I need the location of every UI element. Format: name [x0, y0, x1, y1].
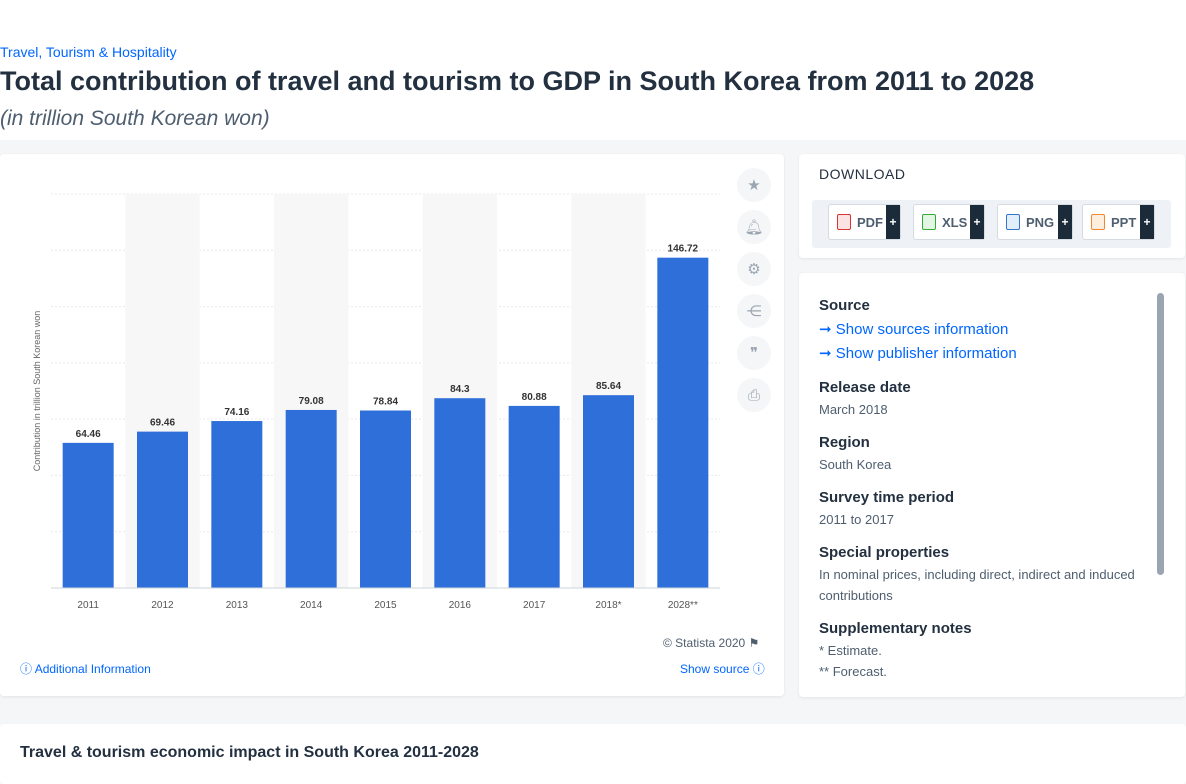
x-tick-label: 2011 — [77, 600, 99, 611]
bar — [583, 395, 634, 588]
xls-icon — [922, 214, 936, 230]
region-value: South Korea — [819, 457, 892, 472]
share-icon[interactable]: ⋲ — [737, 294, 771, 328]
download-label: PPT — [1111, 214, 1137, 230]
bar — [657, 257, 709, 588]
plus-icon: + — [970, 205, 984, 239]
breadcrumb[interactable]: Travel, Tourism & Hospitality — [0, 44, 177, 60]
y-axis-label: Contribution in trillion South Korean wo… — [32, 311, 42, 472]
bar — [137, 431, 188, 588]
data-label: 74.16 — [224, 407, 249, 418]
print-icon[interactable]: ⎙ — [737, 378, 771, 412]
x-tick-label: 2012 — [151, 600, 174, 611]
ppt-icon — [1091, 214, 1105, 230]
special-properties-label: Special properties — [819, 544, 950, 561]
plus-icon: + — [886, 205, 900, 239]
download-card: DOWNLOAD PDF + XLS + PNG + PPT + — [799, 154, 1185, 258]
bar — [62, 442, 114, 588]
supplementary-note-1: * Estimate. — [819, 643, 882, 658]
x-tick-label: 2016 — [449, 600, 472, 611]
download-label: XLS — [942, 214, 968, 230]
chart-card: 64.46 2011 69.46 2012 74.16 2013 79.08 2014 78.8… — [0, 154, 784, 696]
download-bar: PDF + XLS + PNG + PPT + — [812, 200, 1171, 248]
star-icon[interactable]: ★ — [737, 168, 771, 202]
related-title[interactable]: Travel & tourism economic impact in Sout… — [20, 744, 479, 761]
bar — [508, 405, 560, 588]
download-title: DOWNLOAD — [819, 166, 906, 182]
related-card: Travel & tourism economic impact in Sout… — [0, 724, 1186, 784]
show-publisher-link[interactable]: ➞ Show publisher information — [819, 345, 1017, 362]
special-properties-value: In nominal prices, including direct, ind… — [819, 567, 1135, 603]
bar — [285, 409, 337, 588]
download-label: PDF — [857, 214, 883, 230]
download-pdf-button[interactable]: PDF + — [828, 204, 901, 240]
additional-info-link[interactable]: ⓘ Additional Information — [20, 662, 151, 676]
x-tick-label: 2013 — [226, 600, 249, 611]
x-tick-label: 2018* — [595, 600, 621, 611]
gear-icon[interactable]: ⚙ — [737, 252, 771, 286]
survey-period-label: Survey time period — [819, 489, 955, 506]
x-tick-label: 2028** — [668, 600, 698, 611]
plus-icon: + — [1058, 205, 1072, 239]
download-ppt-button[interactable]: PPT + — [1082, 204, 1155, 240]
data-label: 85.64 — [596, 381, 621, 392]
download-label: PNG — [1026, 214, 1055, 230]
data-label: 64.46 — [76, 429, 101, 440]
source-label: Source — [819, 297, 870, 314]
plus-icon: + — [1140, 205, 1154, 239]
png-icon — [1006, 214, 1020, 230]
header-area — [0, 0, 1186, 140]
page-title: Total contribution of travel and tourism… — [0, 66, 1035, 96]
download-png-button[interactable]: PNG + — [997, 204, 1073, 240]
bar — [211, 421, 263, 588]
page-subtitle: (in trillion South Korean won) — [0, 107, 270, 130]
info-card: Source ➞ Show sources information ➞ Show… — [799, 273, 1185, 697]
data-label: 80.88 — [522, 392, 547, 403]
quote-icon[interactable]: ❞ — [737, 336, 771, 370]
pdf-icon — [837, 214, 851, 230]
release-date-value: March 2018 — [819, 402, 888, 417]
release-date-label: Release date — [819, 379, 911, 396]
supplementary-notes-label: Supplementary notes — [819, 620, 972, 637]
flag-icon[interactable]: ⚑ — [748, 636, 760, 650]
show-sources-link[interactable]: ➞ Show sources information — [819, 321, 1009, 338]
x-tick-label: 2017 — [523, 600, 546, 611]
data-label: 146.72 — [668, 244, 699, 255]
bar-chart: 64.46 2011 69.46 2012 74.16 2013 79.08 2014 78.8… — [32, 193, 720, 611]
data-label: 84.3 — [450, 384, 470, 395]
bell-icon[interactable]: 🔔︎ — [737, 210, 771, 244]
info-scrollbar[interactable] — [1157, 293, 1164, 575]
x-tick-label: 2015 — [374, 600, 397, 611]
copyright-text: © Statista 2020 ⚑ — [663, 636, 760, 650]
data-label: 79.08 — [299, 396, 324, 407]
bar — [434, 398, 486, 588]
data-label: 69.46 — [150, 418, 175, 429]
data-label: 78.84 — [373, 396, 398, 407]
survey-period-value: 2011 to 2017 — [819, 512, 894, 527]
chart-toolbar: ★ 🔔︎ ⚙ ⋲ ❞ ⎙ — [737, 168, 773, 420]
info-icon: ⓘ — [752, 662, 765, 676]
supplementary-note-2: ** Forecast. — [819, 664, 887, 679]
info-icon: ⓘ — [20, 662, 33, 676]
show-source-link[interactable]: Show source ⓘ — [680, 662, 765, 676]
download-xls-button[interactable]: XLS + — [913, 204, 985, 240]
bar — [360, 410, 411, 588]
region-label: Region — [819, 434, 870, 451]
x-tick-label: 2014 — [300, 600, 323, 611]
